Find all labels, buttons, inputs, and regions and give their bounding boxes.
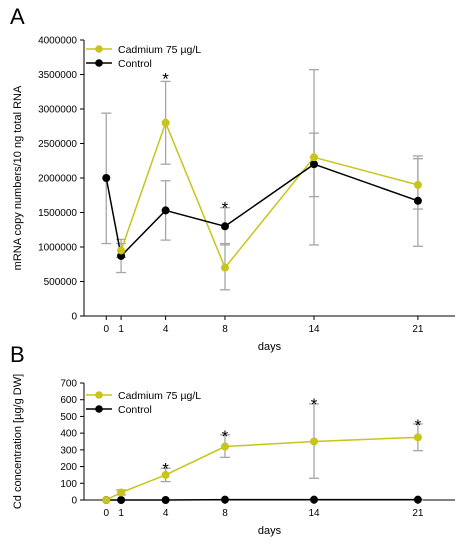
panel-b-x-tick-label: 8 (222, 508, 228, 519)
panel-a-y-tick-label: 1000000 (38, 243, 77, 254)
panel-a-y-tick-label: 500000 (44, 277, 78, 288)
panel-a-significance-star: * (162, 69, 169, 88)
panel-b-legend-cadmium-label: Cadmium 75 µg/L (118, 390, 201, 402)
panel-b-control-point (310, 496, 318, 504)
panel-a-legend-control-marker (95, 59, 103, 67)
panel-b-x-tick-label: 4 (163, 508, 169, 519)
panel-b-y-tick-label: 500 (60, 412, 77, 423)
panel-a-x-tick-label: 8 (222, 324, 228, 335)
panel-a-cadmium-point (414, 181, 422, 189)
panel-a-cadmium-point (310, 153, 318, 161)
panel-a-y-tick-label: 2500000 (38, 139, 77, 150)
panel-a-control-point (414, 197, 422, 205)
panel-b-significance-star: * (222, 427, 229, 446)
panel-b-cadmium-point (117, 488, 125, 496)
panel-a-y-tick-label: 4000000 (38, 36, 77, 47)
panel-a-x-tick-label: 4 (163, 324, 169, 335)
panel-a-cadmium-point (117, 246, 125, 254)
panel-b-x-tick-label: 1 (118, 508, 124, 519)
panel-a-significance-star: * (222, 198, 229, 217)
panel-a-y-tick-label: 0 (71, 312, 77, 323)
panel-a-x-tick-label: 1 (118, 324, 124, 335)
panel-b-legend-control-label: Control (118, 404, 152, 416)
panel-b-control-point (117, 496, 125, 504)
panel-a-letter: A (10, 4, 25, 29)
panel-a-legend-cadmium-marker (95, 45, 103, 53)
panel-b-legend-control-marker (95, 405, 103, 413)
panel-a-x-tick-label: 21 (412, 324, 424, 335)
panel-a-y-tick-label: 1500000 (38, 208, 77, 219)
panel-b-y-tick-label: 700 (60, 379, 77, 390)
panel-b-significance-star: * (162, 459, 169, 478)
panel-b-y-tick-label: 200 (60, 462, 77, 473)
panel-b-legend-cadmium-marker (95, 391, 103, 399)
panel-b-y-axis-label: Cd concentration [µg/g DW] (12, 374, 24, 509)
panel-b-y-tick-label: 0 (71, 496, 77, 507)
panel-b-control-point (221, 496, 229, 504)
panel-a-control-point (102, 174, 110, 182)
panel-b-control-point (162, 496, 170, 504)
panel-a-legend-cadmium-label: Cadmium 75 µg/L (118, 44, 201, 56)
panel-b-significance-star: * (311, 395, 318, 414)
panel-b-x-tick-label: 0 (103, 508, 109, 519)
panel-a-control-point (162, 206, 170, 214)
panel-b-significance-star: * (415, 416, 422, 435)
panel-a-x-axis-label: days (258, 341, 282, 353)
panel-a-cadmium-point (221, 264, 229, 272)
panel-a-control-point (221, 222, 229, 230)
panel-a-legend-control-label: Control (118, 58, 152, 70)
panel-a-chart: 0 500000 1000000 1500000 2000000 2500000 30000… (12, 36, 455, 354)
panel-a-control-point (310, 160, 318, 168)
panel-b-x-tick-label: 21 (412, 508, 424, 519)
panel-a-cadmium-point (162, 119, 170, 127)
panel-b-y-tick-label: 600 (60, 395, 77, 406)
panel-b-control-point (414, 496, 422, 504)
panel-a-y-axis-label: mRNA copy numbers/10 ng total RNA (12, 85, 24, 270)
panel-b-letter: B (10, 342, 25, 367)
panel-b-cadmium-line (106, 437, 418, 500)
panel-b-cadmium-point (102, 496, 110, 504)
panel-b-y-tick-label: 100 (60, 479, 77, 490)
panel-b-y-tick-label: 300 (60, 445, 77, 456)
panel-a-y-tick-label: 3000000 (38, 105, 77, 116)
panel-b-y-tick-label: 400 (60, 429, 77, 440)
panel-b-cadmium-point (310, 438, 318, 446)
panel-a-control-line (106, 164, 418, 256)
panel-b-x-axis-label: days (258, 525, 282, 537)
panel-a-x-tick-label: 14 (308, 324, 320, 335)
panel-a-y-tick-label: 2000000 (38, 174, 77, 185)
panel-a-x-tick-label: 0 (103, 324, 109, 335)
panel-b-x-tick-label: 14 (308, 508, 320, 519)
panel-a-y-tick-label: 3500000 (38, 70, 77, 81)
